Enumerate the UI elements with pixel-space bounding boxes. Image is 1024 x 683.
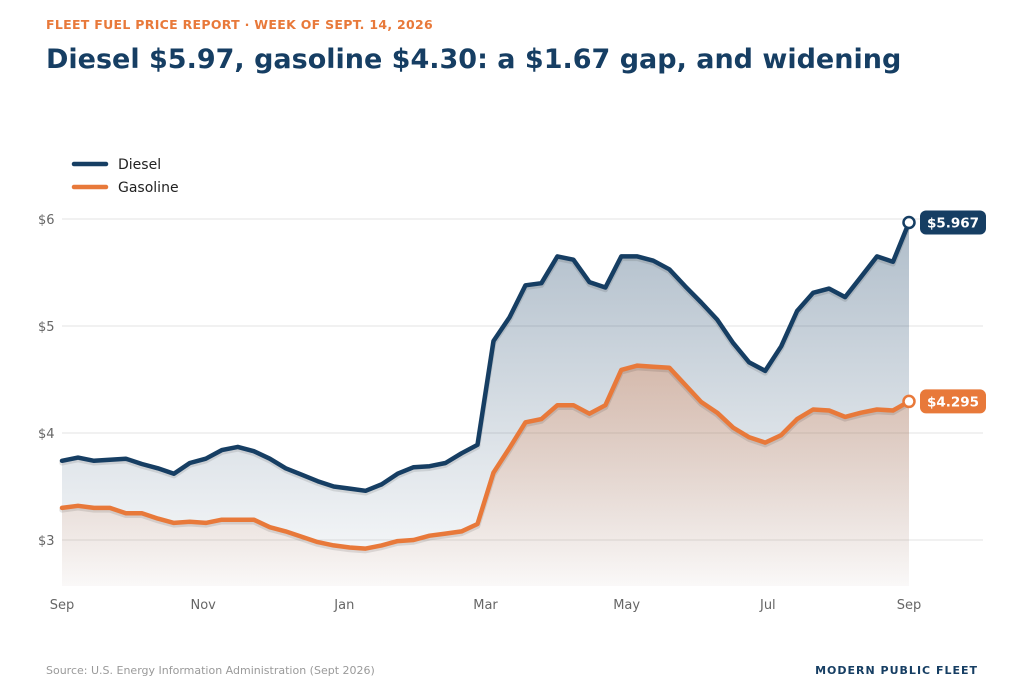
legend: Diesel Gasoline	[71, 157, 179, 196]
brand-logo-text: MODERN PUBLIC FLEET	[815, 664, 978, 677]
y-axis-labels: $6 $5 $4 $3	[38, 213, 55, 549]
x-tick-label: Nov	[190, 598, 216, 613]
gasoline-area	[62, 365, 909, 586]
x-tick-label: May	[613, 598, 640, 613]
x-tick-label: Jan	[333, 598, 354, 613]
x-tick-label: Sep	[897, 598, 922, 613]
diesel-end-label: $5.967	[920, 210, 986, 235]
source-note: Source: U.S. Energy Information Administ…	[46, 664, 375, 677]
x-tick-label: Mar	[473, 598, 498, 613]
legend-label-gasoline: Gasoline	[118, 180, 179, 196]
gasoline-end-label: $4.295	[920, 389, 986, 414]
chart-headline: Diesel $5.97, gasoline $4.30: a $1.67 ga…	[46, 44, 902, 75]
y-tick-label: $6	[38, 213, 55, 228]
legend-label-diesel: Diesel	[118, 157, 161, 173]
y-tick-label: $4	[38, 427, 55, 442]
diesel-end-value: $5.967	[927, 216, 979, 232]
gasoline-end-marker	[902, 394, 916, 409]
report-kicker: FLEET FUEL PRICE REPORT · WEEK OF SEPT. …	[46, 17, 434, 32]
diesel-end-marker	[902, 215, 916, 230]
x-axis-labels: Sep Nov Jan Mar May Jul Sep	[50, 598, 922, 613]
gasoline-line	[59, 363, 912, 551]
diesel-line	[59, 220, 912, 494]
y-tick-label: $5	[38, 320, 55, 335]
gasoline-end-value: $4.295	[927, 394, 979, 410]
x-tick-label: Jul	[759, 598, 776, 613]
x-tick-label: Sep	[50, 598, 75, 613]
y-tick-label: $3	[38, 534, 55, 549]
